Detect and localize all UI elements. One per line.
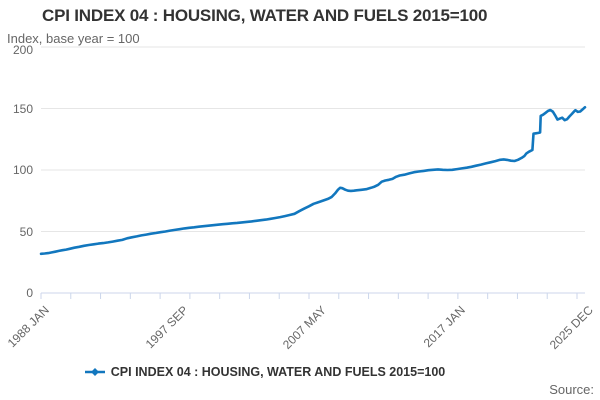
y-axis-label: 50 <box>19 224 33 239</box>
y-axis-label: 100 <box>12 163 33 177</box>
legend-label: CPI INDEX 04 : HOUSING, WATER AND FUELS … <box>110 365 446 379</box>
legend: CPI INDEX 04 : HOUSING, WATER AND FUELS … <box>0 363 530 381</box>
source-label: Source: <box>549 382 594 397</box>
y-axis-label: 150 <box>12 101 33 116</box>
y-axis-label: 200 <box>12 43 33 57</box>
y-axis-label: 0 <box>26 286 33 300</box>
line-with-diamond-icon <box>84 368 105 376</box>
chart-title: CPI INDEX 04 : HOUSING, WATER AND FUELS … <box>42 6 488 25</box>
legend-item[interactable]: CPI INDEX 04 : HOUSING, WATER AND FUELS … <box>84 365 446 379</box>
series-line-cpi-index-04[interactable] <box>39 106 587 256</box>
chart-subtitle: Index, base year = 100 <box>7 31 140 46</box>
